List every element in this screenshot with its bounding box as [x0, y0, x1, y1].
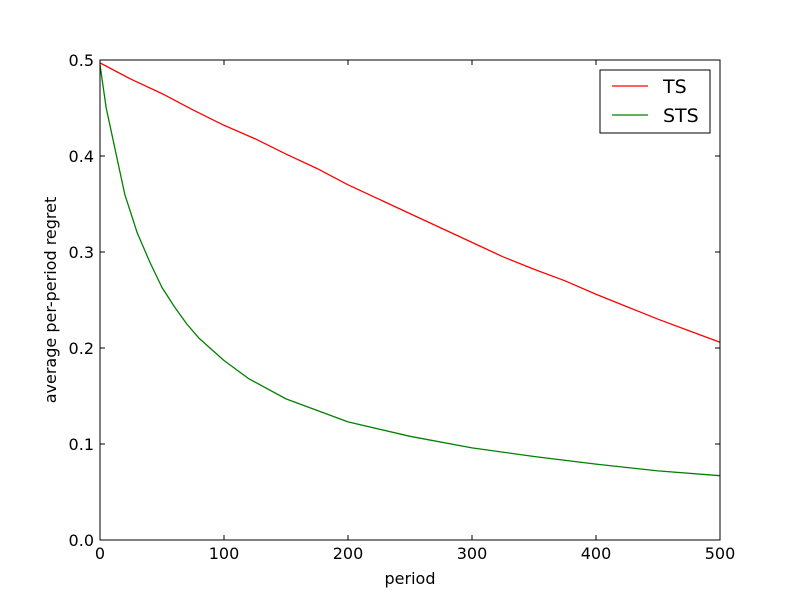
- ticks-layer: [99, 59, 721, 541]
- y-tick-label: 0.4: [69, 147, 94, 166]
- legend-label-ts: TS: [662, 76, 687, 98]
- legend-box: [599, 69, 711, 134]
- legend-label-sts: STS: [663, 105, 699, 127]
- tick-labels-layer: 0 100 200 300 400 500 0.0 0.1 0.2 0.3 0.4 0.5: [69, 51, 736, 563]
- y-tick-label: 0.5: [69, 51, 94, 70]
- x-tick-label: 500: [705, 544, 736, 563]
- legend: TS STS: [599, 69, 711, 134]
- x-tick-label: 400: [581, 544, 612, 563]
- x-tick-label: 100: [209, 544, 240, 563]
- x-tick-label: 0: [95, 544, 105, 563]
- x-axis-label: period: [385, 569, 436, 588]
- y-tick-label: 0.1: [69, 435, 94, 454]
- x-tick-label: 300: [457, 544, 488, 563]
- y-tick-label: 0.2: [69, 339, 94, 358]
- series-layer: [99, 62, 721, 477]
- x-tick-label: 200: [333, 544, 364, 563]
- y-tick-label: 0.3: [69, 243, 94, 262]
- series-line-sts: [99, 64, 721, 477]
- y-tick-label: 0.0: [69, 531, 94, 550]
- plot-frame: [99, 59, 721, 541]
- series-line-ts: [99, 62, 721, 343]
- y-axis-label: average per-period regret: [41, 197, 60, 404]
